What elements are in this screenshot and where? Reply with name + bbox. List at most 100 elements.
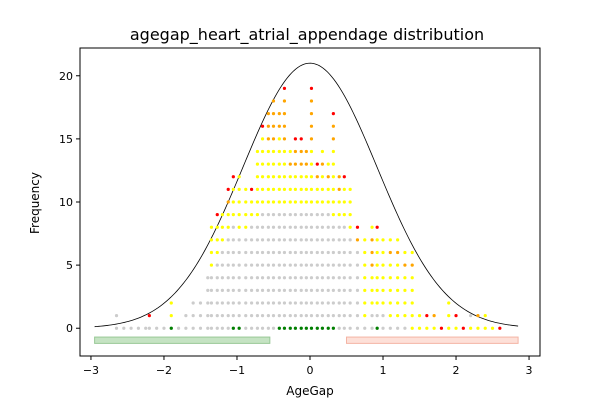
orange-point (266, 137, 270, 141)
gray-point (260, 326, 265, 330)
yellow-point (348, 225, 352, 229)
gray-point (348, 288, 352, 292)
yellow-point (403, 314, 407, 318)
yellow-point (288, 175, 292, 179)
orange-point (293, 149, 297, 154)
gray-point (320, 250, 325, 255)
gray-point (266, 288, 270, 292)
yellow-point (331, 162, 335, 166)
yellow-point (381, 238, 385, 242)
yellow-point (403, 250, 407, 255)
yellow-point (432, 326, 436, 330)
y-axis-ticks: 0 5 10 15 20 (59, 70, 80, 335)
yellow-point (337, 213, 341, 217)
yellow-point (476, 326, 480, 330)
gray-point (326, 225, 330, 229)
gray-point (277, 288, 281, 292)
yellow-point (231, 187, 235, 191)
orange-point (282, 112, 287, 116)
orange-point (370, 263, 374, 267)
red-point (331, 112, 335, 116)
gray-point (331, 263, 335, 267)
gray-point (220, 326, 224, 330)
yellow-point (381, 288, 385, 292)
yellow-point (215, 238, 219, 242)
x-tick-label: −3 (83, 364, 99, 377)
gray-point (304, 314, 308, 318)
yellow-point (417, 314, 422, 318)
yellow-point (220, 238, 224, 242)
y-tick-label: 10 (59, 196, 73, 209)
yellow-point (320, 200, 325, 204)
gray-point (288, 276, 292, 280)
gray-point (304, 288, 308, 292)
gray-point (320, 213, 325, 217)
gray-point (266, 238, 270, 242)
x-axis-ticks: −3 −2 −1 0 1 2 3 (83, 356, 533, 377)
gray-point (231, 301, 235, 305)
gray-point (237, 238, 241, 242)
gray-point (299, 276, 303, 280)
gray-point (249, 288, 254, 292)
gray-point (348, 314, 352, 318)
red-point (231, 175, 235, 179)
gray-point (320, 301, 325, 305)
yellow-point (363, 288, 367, 292)
gray-point (293, 301, 297, 305)
gray-point (266, 276, 270, 280)
gray-point (271, 225, 276, 229)
green-point (309, 326, 314, 330)
red-point (282, 86, 287, 90)
gray-point (255, 301, 260, 305)
gray-point (293, 314, 297, 318)
yellow-point (388, 276, 392, 280)
yellow-point (260, 162, 265, 166)
gray-point (320, 238, 325, 242)
red-point (439, 326, 444, 330)
gray-point (271, 213, 276, 217)
yellow-point (331, 200, 335, 204)
yellow-point (220, 213, 224, 217)
gray-point (260, 301, 265, 305)
yellow-point (288, 187, 292, 191)
gray-point (277, 276, 281, 280)
yellow-point (403, 288, 407, 292)
yellow-point (375, 250, 379, 255)
green-point (326, 326, 330, 330)
orange-point (304, 149, 308, 154)
gray-point (277, 238, 281, 242)
gray-point (244, 288, 248, 292)
gray-point (249, 301, 254, 305)
gray-point (277, 250, 281, 255)
x-tick-label: 1 (380, 364, 387, 377)
yellow-point (260, 137, 265, 141)
gray-point (355, 263, 360, 267)
yellow-point (331, 213, 335, 217)
gray-point (255, 288, 260, 292)
gray-point (355, 301, 360, 305)
yellow-point (454, 326, 458, 330)
yellow-point (277, 200, 281, 204)
yellow-point (388, 314, 392, 318)
gray-point (282, 314, 287, 318)
gray-point (226, 276, 230, 280)
yellow-point (483, 326, 487, 330)
gray-point (309, 225, 314, 229)
yellow-point (293, 187, 297, 191)
gray-point (337, 250, 341, 255)
gray-point (215, 301, 219, 305)
gray-point (215, 276, 219, 280)
yellow-point (348, 187, 352, 191)
gray-point (315, 263, 319, 267)
green-point (304, 326, 308, 330)
yellow-point (410, 326, 414, 330)
orange-point (370, 238, 374, 242)
gray-point (176, 326, 181, 330)
gray-point (315, 288, 319, 292)
red-point (355, 225, 360, 229)
yellow-point (388, 288, 392, 292)
gray-point (271, 301, 276, 305)
yellow-point (363, 250, 367, 255)
gray-point (309, 263, 314, 267)
